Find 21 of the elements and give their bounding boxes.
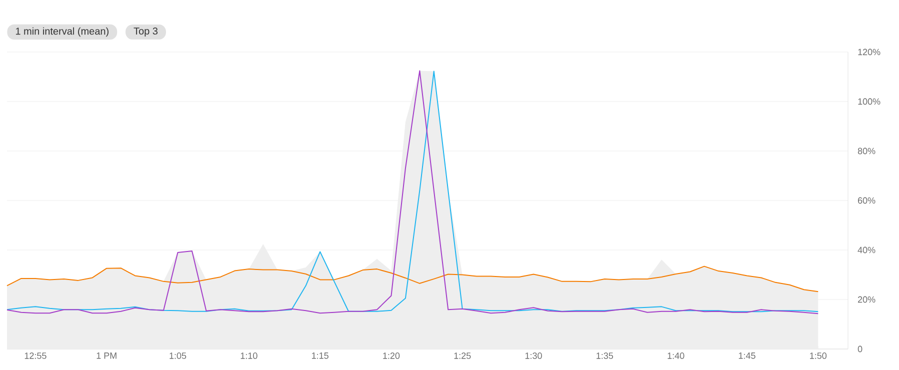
x-tick-label: 1:40 bbox=[668, 352, 684, 359]
x-tick-label: 1 PM bbox=[96, 352, 116, 359]
x-tick-label: 1:25 bbox=[454, 352, 471, 359]
x-tick-label: 1:05 bbox=[170, 352, 186, 359]
y-tick-label: 20% bbox=[858, 296, 876, 303]
y-tick-label: 100% bbox=[858, 98, 880, 105]
x-tick-label: 1:15 bbox=[312, 352, 328, 359]
x-tick-label: 1:35 bbox=[596, 352, 614, 359]
x-tick-label: 1:20 bbox=[383, 352, 400, 359]
y-tick-label: 120% bbox=[858, 48, 880, 56]
y-tick-label: 0 bbox=[858, 346, 862, 352]
y-tick-label: 40% bbox=[858, 246, 876, 254]
y-tick-label: 60% bbox=[858, 197, 876, 204]
x-tick-label: 1:45 bbox=[738, 352, 756, 359]
x-tick-label: 12:55 bbox=[24, 352, 46, 359]
x-tick-label: 1:50 bbox=[810, 352, 827, 359]
text: 1 min interval (mean) bbox=[16, 27, 108, 37]
x-tick-label: 1:10 bbox=[240, 352, 258, 359]
text: Top 3 bbox=[134, 27, 158, 37]
x-tick-label: 1:30 bbox=[525, 352, 542, 359]
y-tick-label: 80% bbox=[858, 148, 876, 154]
